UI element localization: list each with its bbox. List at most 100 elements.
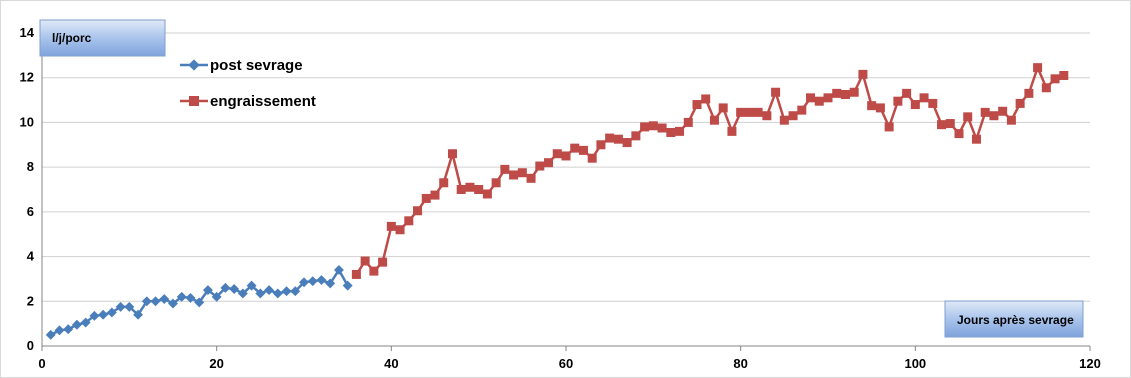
- y-tick-label: 14: [20, 25, 35, 40]
- data-point-post-sevrage: [141, 296, 152, 307]
- data-point-engraissement: [902, 88, 912, 98]
- data-point-engraissement: [1006, 115, 1016, 125]
- data-point-engraissement: [1050, 74, 1060, 84]
- data-point-engraissement: [447, 149, 457, 159]
- data-point-engraissement: [840, 89, 850, 99]
- data-point-post-sevrage: [194, 297, 205, 308]
- x-tick-label: 80: [733, 356, 747, 371]
- y-axis-title-background: [39, 19, 166, 57]
- data-point-engraissement: [465, 182, 475, 192]
- y-axis-title: l/j/porc: [52, 31, 92, 45]
- data-point-engraissement: [491, 178, 501, 188]
- data-point-post-sevrage: [264, 285, 275, 296]
- data-point-engraissement: [596, 140, 606, 150]
- legend-item-post-sevrage: post sevrage: [180, 57, 303, 74]
- data-point-post-sevrage: [176, 291, 187, 302]
- data-point-engraissement: [1033, 63, 1043, 73]
- data-point-engraissement: [884, 122, 894, 132]
- data-point-post-sevrage: [211, 291, 222, 302]
- data-point-engraissement: [806, 93, 816, 103]
- data-point-engraissement: [910, 100, 920, 110]
- data-point-engraissement: [351, 269, 361, 279]
- data-point-post-sevrage: [133, 309, 144, 320]
- data-point-post-sevrage: [202, 285, 213, 296]
- data-point-post-sevrage: [124, 301, 135, 312]
- data-point-engraissement: [683, 117, 693, 127]
- data-point-engraissement: [937, 120, 947, 130]
- data-point-engraissement: [413, 206, 423, 216]
- data-point-engraissement: [500, 164, 510, 174]
- data-point-engraissement: [849, 87, 859, 97]
- data-point-post-sevrage: [281, 286, 292, 297]
- data-point-engraissement: [832, 88, 842, 98]
- data-point-post-sevrage: [255, 288, 266, 299]
- legend-label-post-sevrage: post sevrage: [210, 57, 303, 74]
- data-point-engraissement: [561, 151, 571, 161]
- tick-labels: 0 2 4 6 8 10 12 14 0 20 40 60 80 100 120: [20, 25, 1101, 371]
- data-point-engraissement: [552, 149, 562, 159]
- data-point-engraissement: [718, 103, 728, 113]
- y-tick-label: 8: [27, 159, 34, 174]
- data-point-engraissement: [989, 111, 999, 121]
- data-point-engraissement: [963, 112, 973, 122]
- data-point-engraissement: [727, 126, 737, 136]
- data-point-post-sevrage: [325, 278, 336, 289]
- x-tick-label: 100: [904, 356, 926, 371]
- data-point-engraissement: [360, 256, 370, 266]
- x-tick-label: 120: [1079, 356, 1101, 371]
- data-point-engraissement: [980, 107, 990, 117]
- data-point-engraissement: [570, 143, 580, 153]
- data-point-engraissement: [867, 101, 877, 111]
- axes: [41, 33, 1091, 351]
- data-point-engraissement: [954, 129, 964, 139]
- x-tick-label: 60: [559, 356, 573, 371]
- data-point-engraissement: [779, 115, 789, 125]
- data-point-engraissement: [509, 170, 519, 180]
- data-point-post-sevrage: [316, 275, 327, 285]
- data-point-engraissement: [823, 93, 833, 103]
- data-point-post-sevrage: [159, 294, 170, 304]
- data-point-post-sevrage: [342, 280, 353, 291]
- data-point-post-sevrage: [168, 298, 178, 309]
- data-point-post-sevrage: [185, 292, 196, 303]
- data-point-engraissement: [744, 107, 754, 117]
- data-point-engraissement: [482, 189, 492, 199]
- data-point-engraissement: [378, 257, 388, 267]
- data-point-engraissement: [369, 266, 379, 276]
- data-point-post-sevrage: [272, 288, 283, 299]
- data-point-engraissement: [797, 105, 807, 115]
- data-point-engraissement: [666, 127, 676, 137]
- data-point-engraissement: [736, 107, 746, 117]
- data-point-engraissement: [919, 93, 929, 103]
- data-point-engraissement: [544, 158, 554, 168]
- data-point-engraissement: [675, 126, 685, 136]
- x-tick-label: 40: [384, 356, 398, 371]
- y-tick-label: 0: [27, 338, 34, 353]
- data-point-engraissement: [439, 178, 449, 188]
- data-point-engraissement: [404, 216, 414, 226]
- data-point-engraissement: [762, 111, 772, 121]
- legend-marker-engraissement: [189, 96, 199, 106]
- data-point-engraissement: [692, 100, 702, 110]
- y-tick-label: 10: [20, 114, 34, 129]
- y-tick-label: 6: [27, 204, 34, 219]
- x-tick-label: 0: [38, 356, 45, 371]
- legend-label-engraissement: engraissement: [210, 93, 316, 110]
- data-point-engraissement: [474, 185, 484, 194]
- data-point-engraissement: [1059, 70, 1069, 80]
- data-point-engraissement: [526, 173, 536, 183]
- data-point-engraissement: [640, 122, 650, 132]
- data-point-engraissement: [631, 131, 641, 141]
- data-point-engraissement: [657, 123, 667, 133]
- data-point-engraissement: [709, 115, 719, 125]
- x-axis-title-background: [944, 300, 1084, 338]
- data-point-engraissement: [875, 103, 885, 113]
- data-point-engraissement: [788, 111, 798, 121]
- data-point-post-sevrage: [333, 265, 344, 275]
- data-point-engraissement: [430, 190, 440, 200]
- data-point-post-sevrage: [246, 280, 257, 291]
- data-point-engraissement: [587, 153, 597, 163]
- data-point-engraissement: [858, 69, 868, 79]
